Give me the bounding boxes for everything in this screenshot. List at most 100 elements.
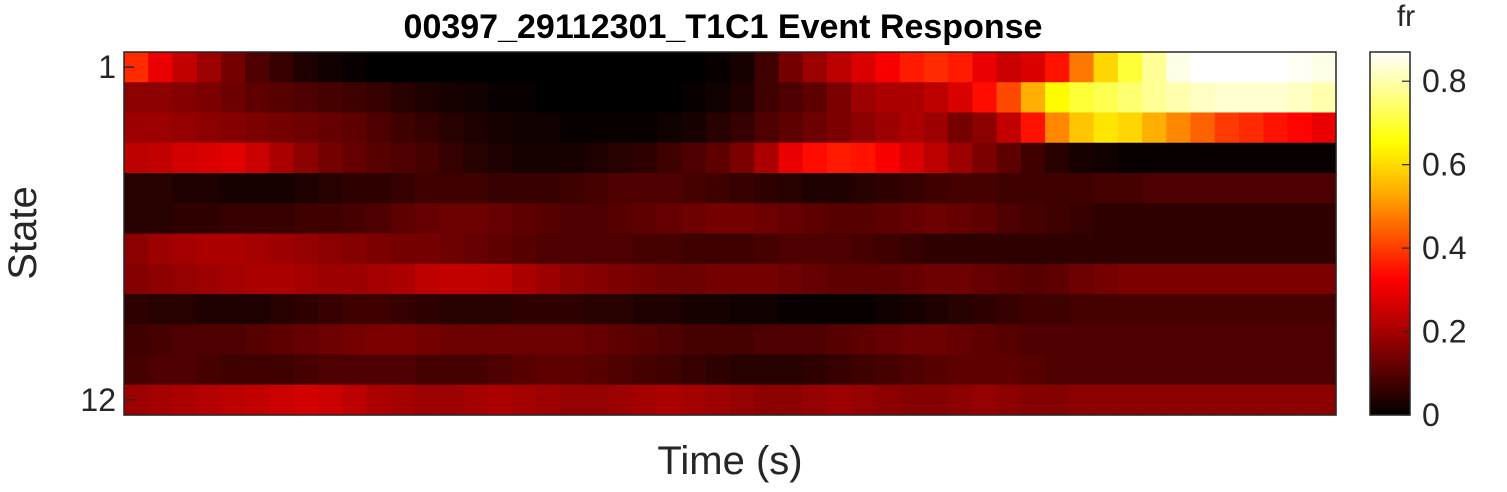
heatmap-cell [560,142,586,174]
heatmap-cell [366,82,392,114]
heatmap-cell [293,142,319,174]
heatmap-cell [1069,294,1095,325]
heatmap-cell [778,263,804,295]
heatmap-cell [899,142,925,174]
heatmap-cell [1263,354,1289,386]
heatmap-cell [608,82,634,114]
heatmap-cell [1020,112,1046,144]
heatmap-cell [390,52,416,83]
heatmap-cell [511,354,537,386]
heatmap-cell [705,52,731,83]
heatmap-cell [705,384,731,416]
heatmap-cell [584,173,610,204]
heatmap-cell [1311,263,1337,295]
heatmap-cell [439,52,464,83]
heatmap-cell [439,294,464,325]
heatmap-cell [851,294,877,325]
heatmap-cell [681,354,707,386]
heatmap-cell [1239,173,1264,204]
heatmap-cell [536,52,561,83]
heatmap-cell [1117,173,1143,204]
heatmap-cell [633,384,658,416]
heatmap-cell [705,112,731,144]
heatmap-cell [293,52,319,83]
heatmap-cell [220,324,246,356]
heatmap-cell [1093,203,1119,235]
heatmap-cell [657,233,683,265]
heatmap-cell [1263,82,1289,114]
heatmap-cell [948,233,973,265]
heatmap-cell [1117,233,1143,265]
heatmap-cell [1045,324,1070,356]
heatmap-cell [487,233,513,265]
heatmap-cell [851,82,877,114]
heatmap-cell [463,173,489,204]
heatmap-cell [536,82,561,114]
heatmap-cell [923,173,949,204]
heatmap-cell [414,142,440,174]
heatmap-cell [148,52,174,83]
heatmap-cell [730,52,755,83]
heatmap-cell [972,233,998,265]
heatmap-cell [1166,263,1192,295]
heatmap-cell [826,173,852,204]
heatmap-cell [1166,203,1192,235]
heatmap-cell [996,52,1022,83]
heatmap-cell [1020,384,1046,416]
heatmap-cell [1166,384,1192,416]
heatmap-cell [366,233,392,265]
heatmap-cell [948,354,973,386]
heatmap-cell [511,324,537,356]
heatmap-cell [414,294,440,325]
heatmap-cell [1142,203,1167,235]
heatmap-cell [851,263,877,295]
heatmap-cell [923,112,949,144]
heatmap-cell [608,142,634,174]
heatmap-cell [681,203,707,235]
colorbar-tick-label: 0.4 [1422,230,1466,266]
heatmap-cell [754,263,780,295]
heatmap-cell [584,263,610,295]
heatmap-cell [972,294,998,325]
heatmap-cell [342,112,367,144]
heatmap-cell [172,52,198,83]
heatmap-cell [1311,384,1337,416]
heatmap-cell [1190,142,1216,174]
heatmap-cell [681,112,707,144]
heatmap-cell [875,324,901,356]
heatmap-cell [802,233,828,265]
heatmap-cell [972,173,998,204]
heatmap-cells [124,52,1337,416]
heatmap-cell [657,173,683,204]
heatmap-cell [148,173,174,204]
heatmap-cell [1020,294,1046,325]
heatmap-cell [851,354,877,386]
heatmap-cell [1142,384,1167,416]
heatmap-cell [923,233,949,265]
heatmap-cell [608,173,634,204]
heatmap-cell [342,203,367,235]
heatmap-cell [511,233,537,265]
heatmap-cell [996,203,1022,235]
heatmap-cell [1214,173,1240,204]
heatmap-cell [172,384,198,416]
heatmap-cell [1214,263,1240,295]
heatmap-cell [366,354,392,386]
heatmap-cell [851,142,877,174]
heatmap-cell [948,112,973,144]
heatmap-cell [875,354,901,386]
heatmap-cell [1287,233,1313,265]
heatmap-cell [754,384,780,416]
heatmap-cell [342,324,367,356]
heatmap-cell [1093,294,1119,325]
heatmap-cell [317,354,343,386]
heatmap-cell [584,324,610,356]
heatmap-cell [172,294,198,325]
heatmap-cell [608,52,634,83]
heatmap-cell [657,384,683,416]
heatmap-cell [1311,82,1337,114]
heatmap-cell [1166,324,1192,356]
heatmap-cell [754,52,780,83]
heatmap-cell [1142,324,1167,356]
heatmap-cell [948,82,973,114]
